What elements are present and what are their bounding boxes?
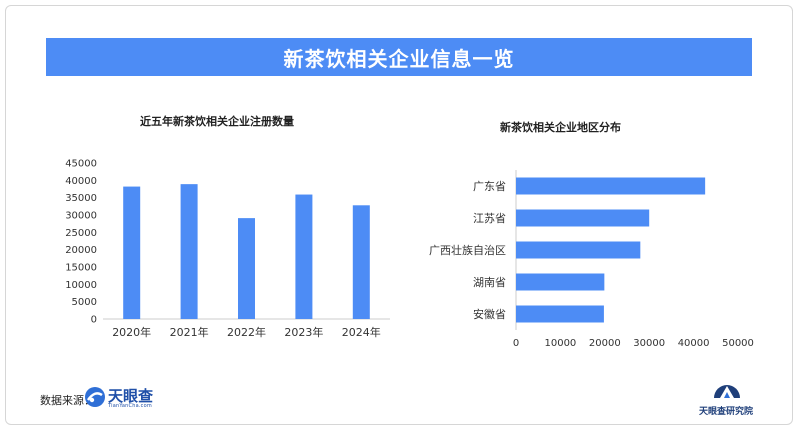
hbar-0 <box>516 177 706 195</box>
tianyancha-url-text: TianYanCha.com <box>108 403 152 409</box>
bar-y-tick-label-1: 5000 <box>72 297 97 308</box>
hbar-x-tick-label-5: 50000 <box>722 338 754 349</box>
hbar-category-label-3: 湖南省 <box>473 276 506 289</box>
bar-category-label-2: 2022年 <box>227 325 266 339</box>
bar-y-tick-label-0: 0 <box>91 315 97 326</box>
bar-chart-title: 近五年新茶饮相关企业注册数量 <box>140 115 294 128</box>
bar-4 <box>352 205 370 319</box>
bar-category-label-0: 2020年 <box>112 325 151 339</box>
hbar-1 <box>516 209 650 227</box>
hbar-4 <box>516 305 604 323</box>
bar-y-tick-label-5: 25000 <box>65 228 97 239</box>
header-banner: 新茶饮相关企业信息一览 <box>46 38 752 76</box>
hbar-chart-title: 新茶饮相关企业地区分布 <box>500 121 621 134</box>
hbar-category-label-1: 江苏省 <box>473 212 506 225</box>
tianyancha-brand-text: 天眼查 <box>108 387 154 405</box>
hbar-category-label-0: 广东省 <box>473 180 506 193</box>
bar-2 <box>238 218 255 319</box>
bar-y-tick-label-9: 45000 <box>65 159 97 170</box>
bar-3 <box>295 194 313 319</box>
bar-category-label-4: 2024年 <box>342 325 381 339</box>
hbar-2 <box>516 241 641 259</box>
tianyancha-logo: 天眼查 TianYanCha.com <box>84 384 164 412</box>
bar-category-label-1: 2021年 <box>170 325 209 339</box>
bar-y-tick-label-4: 20000 <box>65 245 97 256</box>
research-institute-logo: 天眼查研究院 <box>690 376 762 420</box>
tianyancha-logo-icon <box>85 387 105 407</box>
source-label: 数据来源： <box>40 394 95 407</box>
hbar-x-tick-label-1: 10000 <box>544 338 576 349</box>
hbar-x-tick-label-0: 0 <box>513 338 519 349</box>
bar-0 <box>123 186 141 319</box>
bar-y-tick-label-8: 40000 <box>65 176 97 187</box>
bar-category-label-3: 2023年 <box>284 325 323 339</box>
bar-y-tick-label-3: 15000 <box>65 263 97 274</box>
hbar-x-tick-label-3: 30000 <box>633 338 665 349</box>
bar-y-tick-label-6: 30000 <box>65 211 97 222</box>
hbar-3 <box>516 273 605 291</box>
research-institute-logo-icon <box>714 385 740 398</box>
research-institute-text: 天眼查研究院 <box>698 407 753 417</box>
hbar-category-label-4: 安徽省 <box>473 307 506 321</box>
bar-y-tick-label-2: 10000 <box>65 280 97 291</box>
hbar-x-tick-label-2: 20000 <box>589 338 621 349</box>
hbar-category-label-2: 广西壮族自治区 <box>429 243 506 257</box>
bar-1 <box>180 184 198 319</box>
page-title: 新茶饮相关企业信息一览 <box>283 46 515 71</box>
hbar-x-tick-label-4: 40000 <box>678 338 710 349</box>
bar-y-tick-label-7: 35000 <box>65 193 97 204</box>
